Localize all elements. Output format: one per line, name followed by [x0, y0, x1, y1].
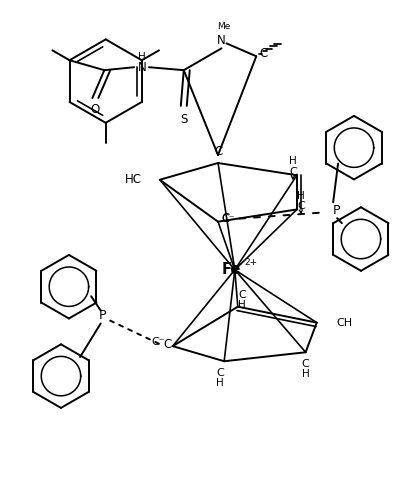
Text: C: C — [238, 290, 246, 300]
Text: O: O — [91, 103, 100, 116]
Text: C⁻: C⁻ — [151, 337, 165, 347]
Text: CH: CH — [337, 318, 353, 328]
Text: C: C — [259, 47, 268, 60]
Text: N: N — [138, 61, 146, 74]
Text: C: C — [164, 337, 172, 351]
Text: H: H — [138, 52, 146, 62]
Text: P: P — [99, 309, 106, 322]
Text: C: C — [297, 202, 305, 211]
Text: H: H — [216, 378, 224, 388]
Text: P: P — [332, 204, 340, 217]
Text: Me: Me — [217, 22, 230, 31]
Text: C: C — [222, 212, 230, 225]
Text: H: H — [238, 300, 246, 310]
Text: S: S — [180, 113, 187, 126]
Text: C⁻: C⁻ — [221, 214, 235, 224]
Text: H: H — [302, 369, 309, 379]
Text: H: H — [289, 156, 297, 167]
Text: C: C — [289, 167, 297, 177]
Text: Fe: Fe — [221, 262, 240, 277]
Text: 2+: 2+ — [244, 259, 257, 267]
Text: H: H — [297, 190, 305, 201]
Text: C: C — [216, 368, 224, 378]
Text: C: C — [214, 145, 222, 158]
Text: N: N — [217, 34, 226, 47]
Text: HC: HC — [125, 173, 142, 186]
Text: C: C — [302, 359, 309, 369]
